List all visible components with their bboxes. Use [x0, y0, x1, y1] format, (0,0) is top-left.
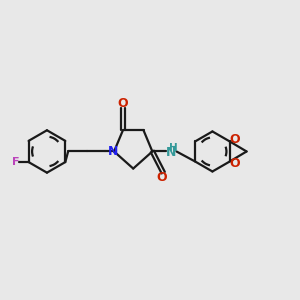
Text: O: O — [157, 171, 167, 184]
Text: F: F — [13, 157, 20, 167]
Text: O: O — [230, 157, 240, 170]
Text: O: O — [230, 133, 240, 146]
Text: N: N — [165, 146, 176, 159]
Text: O: O — [118, 97, 128, 110]
Text: N: N — [108, 145, 119, 158]
Text: H: H — [169, 143, 178, 153]
